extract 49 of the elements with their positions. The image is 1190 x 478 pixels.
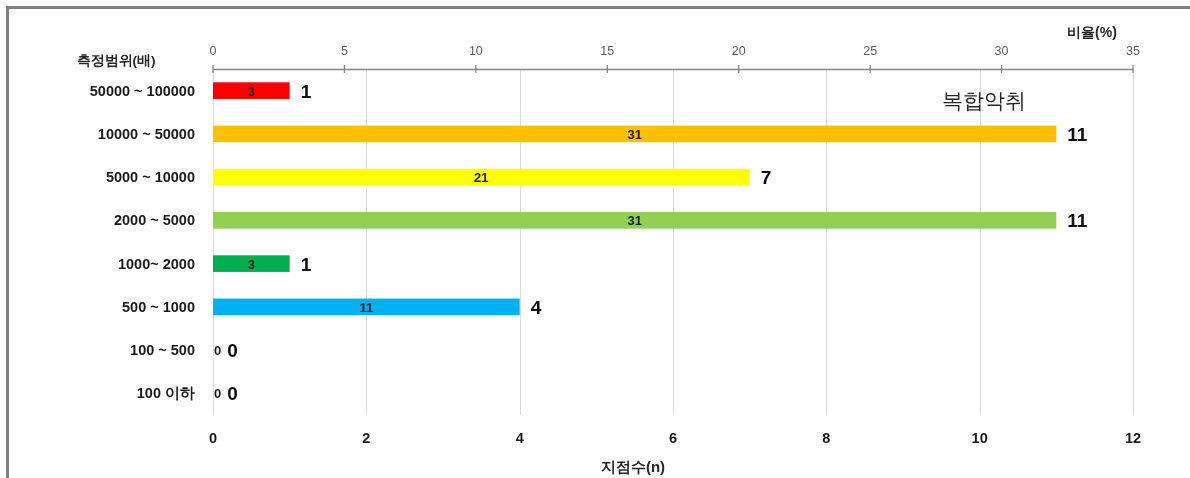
- x2-tick-label: 25: [863, 44, 878, 58]
- data-label: 11: [1067, 123, 1088, 145]
- y-tick-label: 10000 ~ 50000: [97, 125, 195, 142]
- bar: [213, 125, 1057, 143]
- x2-tick-label: 5: [340, 44, 348, 58]
- x2-tick-label: 10: [468, 44, 483, 58]
- annotation: 3: [247, 83, 255, 99]
- x2-axis-title: 비율(%): [1067, 24, 1117, 40]
- data-label: 0: [214, 343, 222, 359]
- data-label: 1: [300, 80, 312, 102]
- x2-tick-label: 30: [994, 44, 1009, 58]
- y-tick-label: 50000 ~ 100000: [89, 82, 195, 99]
- bar: [213, 82, 290, 99]
- data-label: 1: [300, 253, 312, 275]
- y-tick-label: 100 이하: [136, 385, 195, 402]
- x-tick-label: 8: [822, 430, 831, 446]
- annotation: 31: [627, 213, 642, 229]
- y-tick-label: 5000 ~ 10000: [105, 169, 195, 186]
- annotation: 0: [227, 383, 238, 405]
- x2-tick-label: 0: [209, 44, 217, 58]
- data-label: 7: [760, 167, 772, 189]
- y-tick-label: 500 ~ 1000: [122, 298, 195, 315]
- annotation: 3: [247, 256, 255, 272]
- x-tick-label: 12: [1124, 430, 1142, 446]
- data-label: 4: [530, 296, 542, 318]
- y-tick-label: 2000 ~ 5000: [113, 212, 195, 229]
- x-tick-label: 2: [362, 430, 371, 446]
- annotation: 복합악취: [942, 89, 1026, 112]
- annotation: 21: [474, 170, 489, 186]
- bar: [213, 298, 520, 316]
- bar: [213, 255, 290, 272]
- x-tick-label: 0: [208, 430, 218, 446]
- data-label: 0: [214, 386, 222, 402]
- x-tick-label: 6: [668, 430, 678, 446]
- annotation: 31: [627, 126, 642, 142]
- bar: [213, 212, 1057, 229]
- data-label: 11: [1067, 210, 1088, 232]
- y-axis-title: 측정범위(배): [76, 53, 156, 68]
- y-tick-label: 1000~ 2000: [117, 255, 195, 272]
- x-axis-title: 지점수(n): [600, 458, 666, 475]
- annotation: 0: [227, 340, 238, 362]
- y-tick-label: 100 ~ 500: [130, 342, 195, 359]
- x-tick-label: 4: [515, 430, 524, 446]
- annotation: 11: [359, 299, 374, 315]
- x2-tick-label: 20: [731, 44, 746, 58]
- x2-tick-label: 35: [1126, 44, 1140, 58]
- x2-tick-label: 15: [600, 44, 615, 58]
- x-tick-label: 10: [971, 430, 988, 446]
- bar: [213, 168, 750, 186]
